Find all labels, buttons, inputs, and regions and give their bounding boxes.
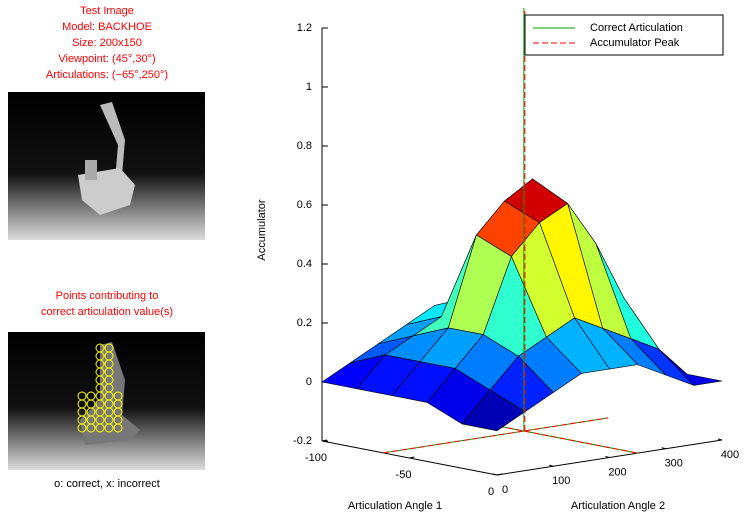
caption: Articulations: (−65°,250°) [46,69,168,81]
y-tick [661,447,666,450]
x-tick-label: -50 [396,469,412,481]
z-tick-label: 1 [306,81,312,93]
marker [86,423,96,433]
left-panel: Test Image Model: BACKHOE Size: 200x150 … [8,5,205,490]
z-tick-label: 0.8 [297,140,312,152]
caption: Points contributing to [56,290,159,302]
caption: Size: 200x150 [72,37,142,49]
y-tick-label: 100 [552,475,570,487]
caption: correct articulation value(s) [41,306,173,318]
legend-label: Accumulator Peak [590,37,680,49]
x-tick [409,456,415,459]
y-tick-label: 400 [721,449,739,461]
y-tick-label: 200 [608,466,626,478]
floor-line [383,417,609,454]
caption: o: correct, x: incorrect [54,478,160,490]
marker [95,423,105,433]
y-tick-label: 0 [502,484,508,496]
y-axis-label: Articulation Angle 2 [571,500,665,512]
backhoe-shape [78,102,135,215]
z-tick-label: 0.4 [297,258,312,270]
caption: Model: BACKHOE [62,21,152,33]
caption: Test Image [80,5,134,17]
z-tick-label: 1.2 [297,22,312,34]
x-tick [496,473,503,476]
legend-label: Correct Articulation [590,22,683,34]
x-tick-label: 0 [488,486,494,498]
z-tick-label: 0 [306,376,312,388]
x-axis-label: Articulation Angle 1 [348,500,442,512]
y-tick [492,473,498,476]
x-tick [321,439,328,442]
y-tick-label: 300 [665,458,683,470]
y-tick [549,464,554,467]
surface-plot: -0.200.20.40.60.811.2-100-500 01002003004… [256,8,739,512]
z-tick-label: 0.6 [297,199,312,211]
y-tick [605,456,610,458]
z-axis-label: Accumulator [256,199,268,260]
z-tick-label: 0.2 [297,317,312,329]
y-tick [717,438,723,441]
legend: Correct Articulation Accumulator Peak [524,14,724,56]
marker [104,423,114,433]
marker [77,423,87,433]
point-markers [77,343,123,433]
legend-box [524,14,724,56]
z-tick-label: -0.2 [293,435,312,447]
caption: Viewpoint: (45°,30°) [58,53,155,65]
marker [113,423,123,433]
x-tick-label: -100 [305,452,327,464]
